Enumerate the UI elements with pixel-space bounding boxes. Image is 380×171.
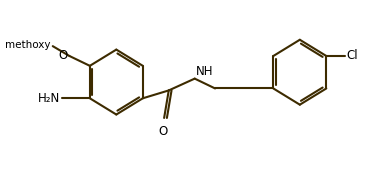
Text: methoxy: methoxy — [5, 40, 51, 50]
Text: H₂N: H₂N — [38, 92, 60, 105]
Text: Cl: Cl — [347, 49, 358, 62]
Text: O: O — [158, 125, 168, 138]
Text: O: O — [59, 49, 68, 62]
Text: NH: NH — [196, 65, 213, 78]
